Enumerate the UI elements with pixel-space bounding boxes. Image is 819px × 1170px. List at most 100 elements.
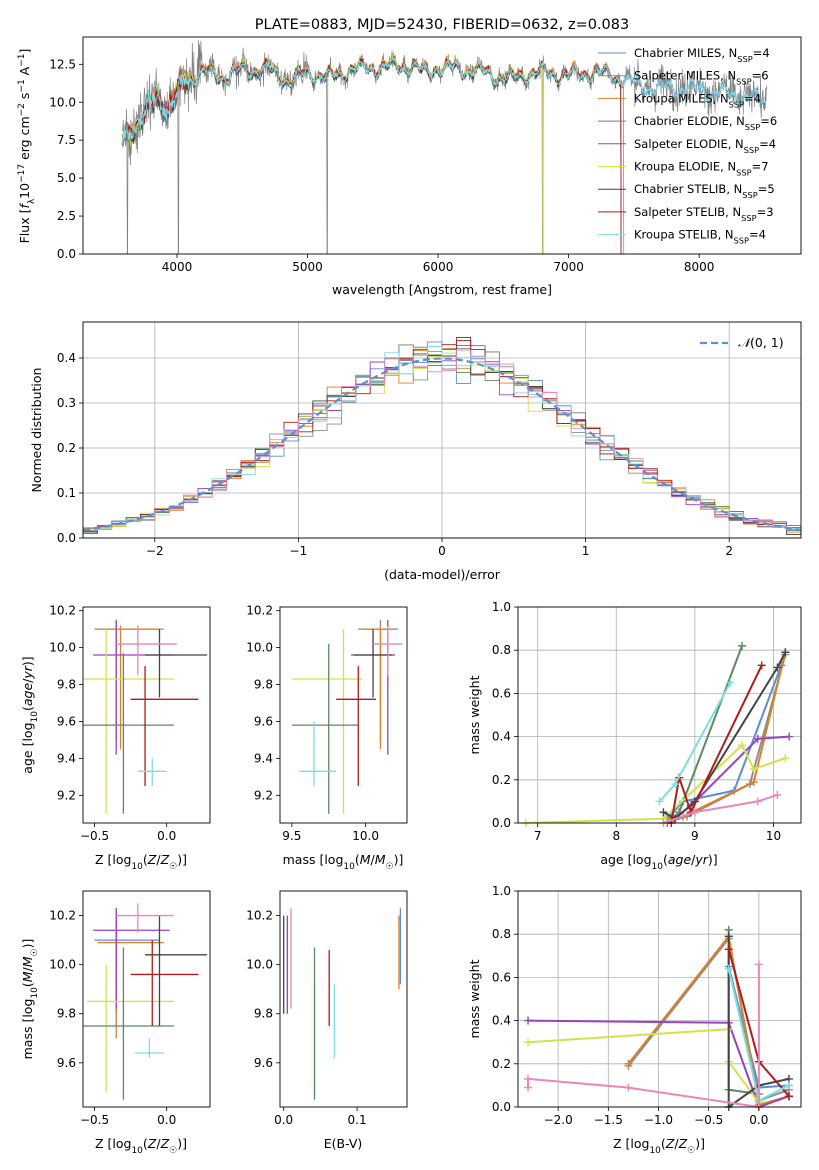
age-vs-z-xlabel-part: Z [147,852,157,867]
mass-weight-vs-z-xlabel-part: 10 [649,1146,661,1156]
spectrum-legend-label-part: SSP [729,99,744,109]
mass-vs-z-xlabel-part: 10 [131,1146,143,1156]
mass-vs-z-frame [82,890,211,1108]
mass-weight-vs-z-point-marker [524,1083,533,1092]
spectrum-ylabel-part: −1 [17,53,27,66]
spectrum-ytick-label: 10.0 [49,95,76,109]
age-vs-mass-xlabel-part: M [375,852,386,867]
mass-weight-vs-age-point-marker [785,732,794,741]
mass-weight-vs-z-xlabel-part: Z [665,1136,675,1151]
spectrum-legend-label: Chabrier STELIB, NSSP=5 [634,182,775,200]
age-vs-mass-xtick-label: 10.0 [352,829,379,843]
mass-vs-ebv-ytick-label: 9.8 [254,1007,273,1021]
residuals-gaussian-curve [83,357,801,532]
age-vs-mass-xlabel-part: mass [log [283,852,344,867]
mass-vs-z-xlabel-part: / [156,1136,161,1151]
mass-weight-vs-z-series-line [627,934,790,1107]
spectrum-ytick-label: 2.5 [57,209,76,223]
age-vs-z-ylabel-part: 10 [30,711,40,723]
mass-weight-vs-age-xtick-label: 9 [691,829,699,843]
mass-vs-z-xlabel: Z [log10(Z/Z☉)] [95,1136,187,1156]
mass-vs-ebv-ytick-label: 9.6 [254,1056,273,1070]
mass-vs-z-xlabel-part: ☉ [169,1146,177,1156]
mass-weight-vs-z-point-marker [754,960,763,969]
mass-weight-vs-age-xlabel-part: ( [663,852,668,867]
mass-vs-ebv-xtick-label: 0.0 [274,1113,293,1127]
age-vs-mass-ytick-label: 9.4 [254,751,273,765]
residuals-xlabel: (data-model)/error [384,567,501,582]
spectrum-ylabel-part: Flux [ [17,209,32,244]
mass-weight-vs-age-point-marker [749,765,758,773]
residuals-xtick-label: 2 [725,544,733,558]
mass-vs-ebv-ytick-label: 10.2 [246,909,273,923]
age-vs-z-xlabel-part: 10 [131,862,143,872]
spectrum-legend-label-part: Kroupa MILES, N [634,91,729,105]
mass-weight-vs-age-point-marker [781,754,790,763]
mass-weight-vs-age-xlabel-part: age [668,852,692,867]
mass-weight-vs-age-frame [517,606,802,824]
mass-weight-vs-z-xtick-label: −1.5 [594,1113,623,1127]
mass-vs-z-ytick-label: 9.8 [57,1007,76,1021]
age-vs-z-xtick-label: 0.0 [157,829,176,843]
age-vs-z-ylabel-part: age [log [20,722,35,773]
spectrum-legend-label-part: Kroupa ELODIE, N [634,160,736,174]
mass-weight-vs-age-xtick-label: 10 [766,829,781,843]
mass-weight-vs-age-series-line [662,651,787,820]
spectrum-ylabel: Flux [fλ10−17 erg cm−2 s−1 A−1] [17,49,37,244]
residuals-xtick-label: 0 [438,544,446,558]
age-vs-mass-ytick-label: 9.6 [254,714,273,728]
age-vs-z-xlabel-part: Z [160,852,170,867]
age-vs-z-ytick-label: 9.4 [57,751,76,765]
spectrum-legend-label-part: SSP [736,77,751,87]
mass-weight-vs-age-xlabel-part: / [691,852,696,867]
spectrum-model-line [121,56,765,146]
mass-weight-vs-age-ytick-label: 0.4 [492,730,511,744]
age-vs-mass-xtick-label: 9.5 [282,829,301,843]
residuals-legend-label: 𝒩(0, 1) [738,335,784,350]
age-vs-mass-xlabel: mass [log10(M/M☉)] [283,852,404,872]
mass-vs-z-ylabel-part: M [20,971,35,982]
mass-weight-vs-age-xlabel-part: )] [708,852,718,867]
mass-weight-vs-age-series-line [670,664,763,823]
mass-weight-vs-age-xtick-label: 7 [534,829,542,843]
spectrum-xtick-label: 8000 [684,260,715,274]
age-vs-z-xlabel-part: Z [log [95,852,131,867]
age-vs-z-ylabel: age [log10(age/yr)] [20,656,40,773]
mass-vs-z-xtick-label: −0.5 [80,1113,109,1127]
mass-vs-z-xlabel-part: Z [160,1136,170,1151]
mass-weight-vs-age-ytick-label: 1.0 [492,600,511,614]
spectrum-legend-label: Kroupa STELIB, NSSP=4 [634,228,766,246]
mass-weight-vs-age-series-line [663,652,787,820]
spectrum-legend-label-part: SSP [741,213,756,223]
mass-weight-vs-z-xlabel-part: Z [log [613,1136,649,1151]
age-vs-mass-xlabel-part: 10 [343,862,355,872]
spectrum-legend-label-part: Kroupa STELIB, N [634,228,734,242]
spectrum-ylabel-part: s [17,93,32,104]
mass-weight-vs-age-point-marker [738,641,747,650]
mass-weight-vs-z-xlabel-part: ( [661,1136,666,1151]
spectrum-ytick-label: 7.5 [57,133,76,147]
mass-weight-vs-z-point-marker [784,1081,793,1090]
residuals-ytick-label: 0.2 [57,441,76,455]
spectrum-legend-label: Salpeter STELIB, NSSP=3 [634,205,774,223]
mass-weight-vs-z-series-line [527,1028,760,1104]
age-vs-z-ylabel-part: age [20,683,35,707]
spectrum-legend-label: Chabrier ELODIE, NSSP=6 [634,114,777,132]
residuals-xtick-label: 1 [582,544,590,558]
spectrum-legend-label-part: =4 [744,91,761,105]
mass-weight-vs-z-ytick-label: 0.8 [492,927,511,941]
mass-weight-vs-age-point-marker [753,797,762,806]
spectrum-legend-label-part: =4 [749,228,766,242]
residuals-ytick-label: 0.0 [57,531,76,545]
spectrum-legend-label: Kroupa MILES, NSSP=4 [634,91,761,109]
age-vs-z-ytick-label: 10.2 [49,604,76,618]
age-vs-z-xlabel-part: ☉ [169,862,177,872]
age-vs-z-ytick-label: 9.8 [57,678,76,692]
mass-weight-vs-age-ytick-label: 0.0 [492,816,511,830]
mass-weight-vs-age-xlabel-part: 10 [652,862,664,872]
age-vs-z-xlabel-part: )] [177,852,187,867]
spectrum-legend-label-part: Salpeter MILES, N [634,69,736,83]
mass-weight-vs-z-xtick-label: −2.0 [544,1113,573,1127]
age-vs-z-ylabel-part: )] [20,656,35,666]
mass-weight-vs-z-xtick-label: 0.0 [749,1113,768,1127]
